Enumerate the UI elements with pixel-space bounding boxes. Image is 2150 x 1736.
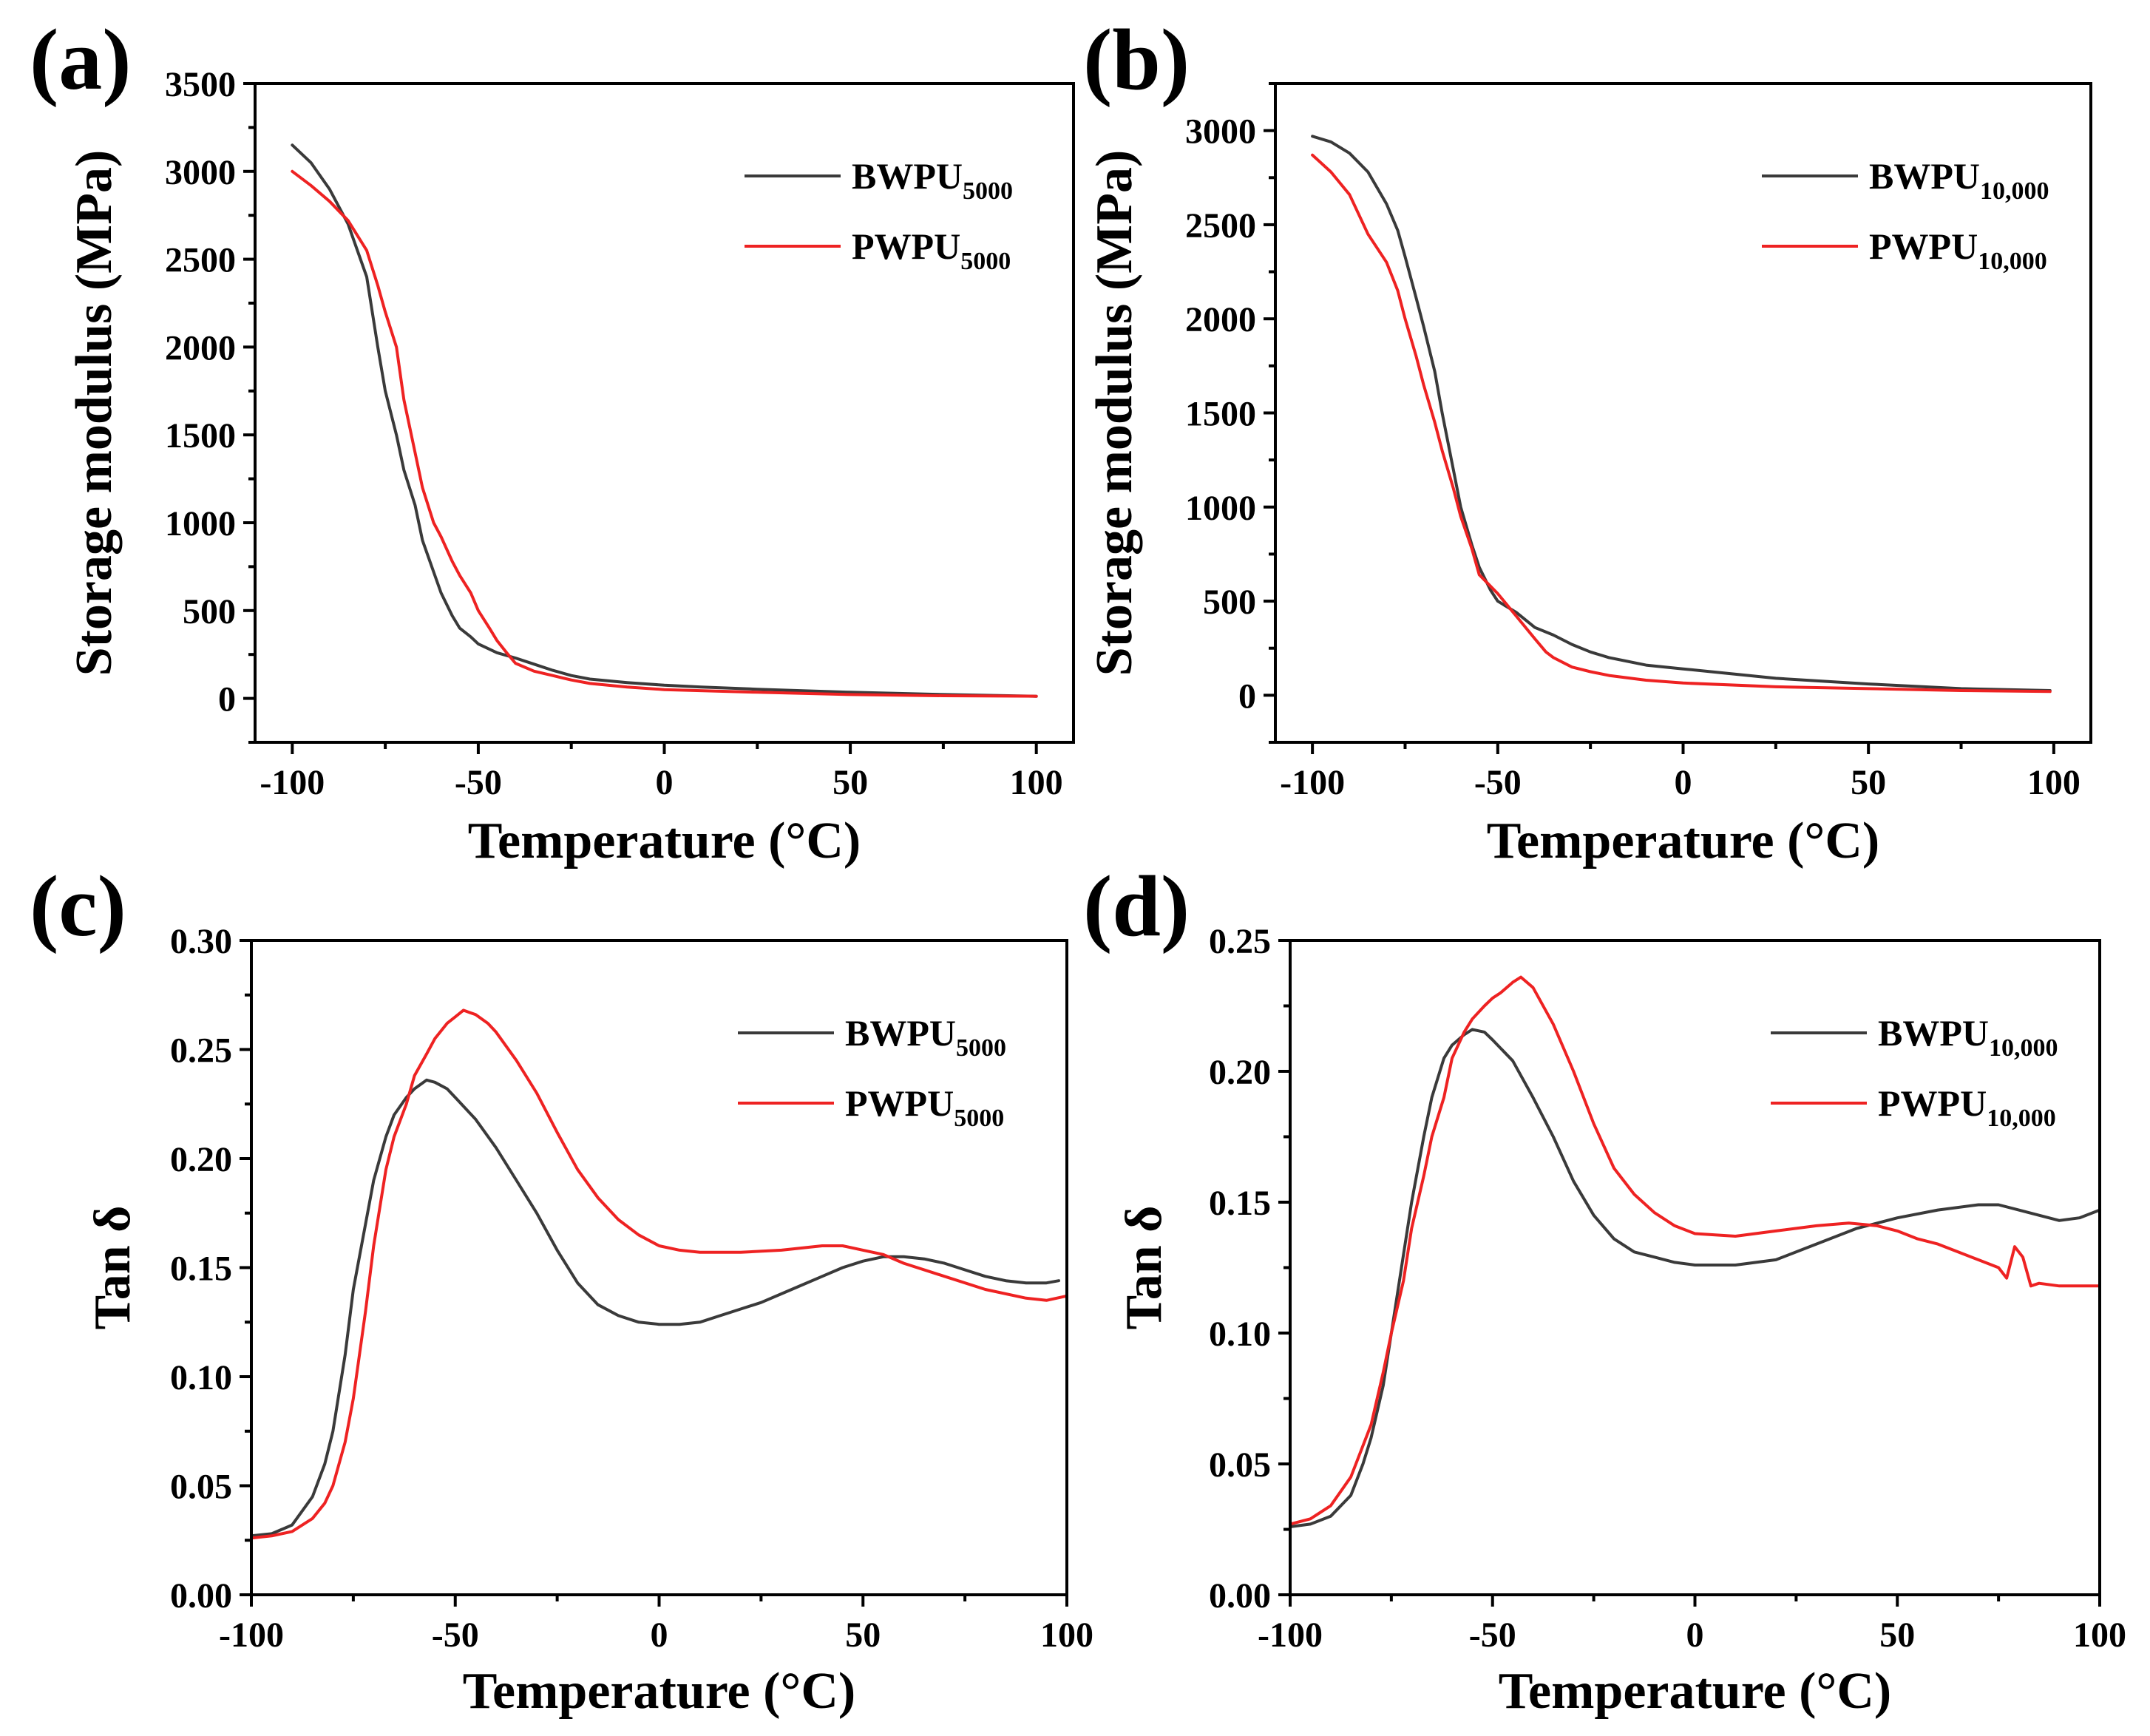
legend-label-subscript: 10,000 — [1978, 248, 2047, 275]
y-tick-label: 2000 — [165, 328, 236, 367]
legend-label-bwpu: BWPU10,000 — [1878, 1012, 2058, 1062]
x-tick-label: 100 — [2073, 1615, 2126, 1655]
panel-label: (a) — [30, 11, 132, 108]
y-tick-label: 0.00 — [1209, 1576, 1271, 1615]
legend-label-main: PWPU — [852, 226, 960, 267]
y-tick-label: 0.05 — [1209, 1445, 1271, 1485]
series-line-bwpu — [291, 143, 1038, 698]
x-tick-label: 100 — [1040, 1615, 1093, 1655]
legend-label-subscript: 10,000 — [1987, 1105, 2056, 1132]
x-tick-label: 50 — [845, 1615, 881, 1655]
y-tick-label: 0.15 — [170, 1250, 232, 1289]
y-tick-label: 0.30 — [170, 922, 232, 961]
panel-label: (c) — [30, 858, 126, 955]
x-tick-label: -100 — [219, 1615, 284, 1655]
y-tick-label: 2000 — [1185, 300, 1256, 339]
legend-label-main: BWPU — [1869, 155, 1980, 197]
series-line-pwpu — [291, 169, 1038, 698]
legend-label-pwpu: PWPU5000 — [852, 226, 1011, 275]
legend-label-subscript: 5000 — [960, 248, 1011, 275]
x-tick-label: -100 — [260, 763, 325, 802]
legend-label-pwpu: PWPU10,000 — [1878, 1082, 2056, 1132]
x-axis-title: Temperature (°C) — [463, 1663, 856, 1720]
y-tick-label: 0.00 — [170, 1576, 232, 1615]
legend-label-main: BWPU — [845, 1012, 956, 1054]
y-tick-label: 0.25 — [170, 1031, 232, 1071]
chart-panel-b: (b)-100 -50 0 50 100050010001500200025003000… — [1083, 11, 2092, 869]
x-tick-label: 50 — [1879, 1615, 1915, 1655]
x-tick-label: 0 — [651, 1615, 668, 1655]
y-tick-label: 0.10 — [170, 1358, 232, 1397]
x-tick-label: -50 — [432, 1615, 479, 1655]
chart-panel-a: (a)-100 -50 0 50 100050010001500200025003000… — [30, 11, 1075, 869]
chart-panel-d: (d) -100 -50 0 50 100 0.00 0.05 0.10 0.15 0.20 0.25… — [1083, 858, 2126, 1720]
legend-label-main: PWPU — [845, 1082, 954, 1124]
y-axis-title: Tan δ — [84, 1205, 141, 1329]
legend-label-main: PWPU — [1878, 1082, 1987, 1124]
y-tick-label: 0.20 — [1209, 1053, 1271, 1092]
y-tick-label: 0.05 — [170, 1468, 232, 1507]
y-tick-label: 0.15 — [1209, 1184, 1271, 1223]
y-tick-label: 0 — [1238, 677, 1256, 716]
y-tick-label: 0.20 — [170, 1140, 232, 1179]
series-line-bwpu — [250, 1078, 1060, 1538]
x-tick-label: -50 — [1474, 763, 1522, 802]
y-tick-label: 1000 — [1185, 489, 1256, 528]
y-axis-title: Storage modulus (MPa) — [1086, 150, 1143, 677]
x-tick-label: -100 — [1258, 1615, 1323, 1655]
legend-label-subscript: 5000 — [956, 1034, 1006, 1062]
y-tick-label: 0.10 — [1209, 1315, 1271, 1354]
legend-label-pwpu: PWPU10,000 — [1869, 226, 2047, 275]
chart-panel-c: (c) -100 -50 0 50 100 0.00 0.05 0.10 0.15 0.20 0.25… — [30, 858, 1093, 1720]
y-tick-label: 3500 — [165, 65, 236, 104]
y-tick-label: 1000 — [165, 504, 236, 543]
legend-label-main: BWPU — [852, 155, 963, 197]
x-axis-title: Temperature (°C) — [468, 813, 861, 869]
series-line-pwpu — [1289, 975, 2101, 1526]
y-tick-label: 500 — [183, 592, 236, 631]
x-tick-label: 100 — [1010, 763, 1063, 802]
y-tick-label: 2500 — [165, 241, 236, 280]
x-tick-label: -50 — [1469, 1615, 1516, 1655]
x-tick-label: -100 — [1280, 763, 1345, 802]
x-tick-label: 100 — [2027, 763, 2081, 802]
legend-label-bwpu: BWPU10,000 — [1869, 155, 2049, 205]
legend-label-subscript: 5000 — [954, 1105, 1004, 1132]
y-tick-label: 0.25 — [1209, 922, 1271, 961]
series-line-pwpu — [1311, 153, 2052, 694]
x-tick-label: 0 — [656, 763, 674, 802]
y-tick-label: 1500 — [1185, 395, 1256, 434]
legend-label-main: BWPU — [1878, 1012, 1989, 1054]
x-tick-label: 50 — [1851, 763, 1886, 802]
y-axis-title: Storage modulus (MPa) — [66, 150, 123, 677]
legend-label-subscript: 10,000 — [1980, 177, 2049, 205]
panel-label: (d) — [1083, 858, 1190, 955]
legend-label-main: PWPU — [1869, 226, 1978, 267]
legend-label-subscript: 10,000 — [1989, 1034, 2058, 1062]
series-line-pwpu — [250, 1008, 1068, 1540]
legend-label-pwpu: PWPU5000 — [845, 1082, 1004, 1132]
y-tick-label: 1500 — [165, 416, 236, 455]
x-tick-label: 0 — [1675, 763, 1692, 802]
y-tick-label: 3000 — [1185, 112, 1256, 152]
x-axis-title: Temperature (°C) — [1487, 813, 1880, 869]
y-tick-label: 2500 — [1185, 206, 1256, 245]
x-axis-title: Temperature (°C) — [1499, 1663, 1892, 1720]
y-axis-title: Tan δ — [1116, 1205, 1173, 1329]
y-tick-label: 3000 — [165, 153, 236, 192]
x-tick-label: 0 — [1686, 1615, 1704, 1655]
panel-label: (b) — [1083, 11, 1190, 108]
legend-label-bwpu: BWPU5000 — [852, 155, 1013, 205]
x-tick-label: -50 — [455, 763, 502, 802]
legend-label-subscript: 5000 — [963, 177, 1013, 205]
y-tick-label: 500 — [1203, 583, 1256, 622]
y-tick-label: 0 — [218, 680, 236, 719]
x-tick-label: 50 — [832, 763, 868, 802]
legend-label-bwpu: BWPU5000 — [845, 1012, 1006, 1062]
